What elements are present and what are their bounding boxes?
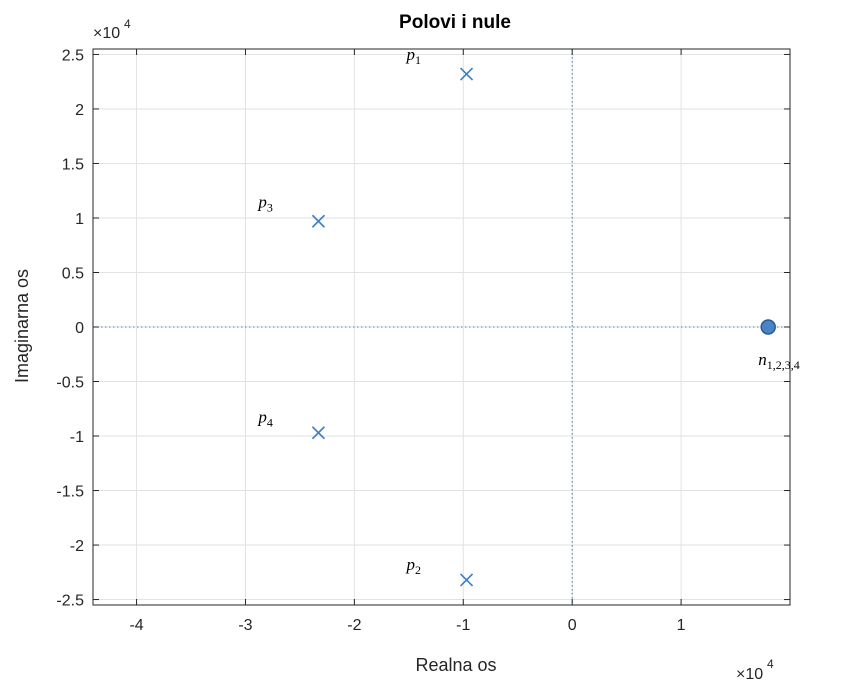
y-tick-label: -0.5: [56, 375, 84, 392]
pole-label: p3: [257, 192, 273, 214]
y-axis-label: Imaginarna os: [12, 269, 32, 383]
pole-marker-stroke: [459, 67, 474, 81]
y-tick-label: 1.5: [62, 156, 84, 173]
zero-label: n1,2,3,4: [758, 350, 800, 372]
x-exponent: ×10 4: [736, 657, 774, 681]
x-exponent-power: 4: [767, 657, 774, 671]
x-tick-label: -1: [456, 617, 470, 634]
ticks: -4 -3 -2 -1 0 1 2.5 2 1.5 1 0.5 0 -0.5 -1 -1.5 -2 -2.5: [56, 47, 790, 634]
pole-marker-stroke: [311, 426, 326, 440]
x-tick-label: 0: [568, 617, 577, 634]
pole-marker: [459, 67, 474, 81]
x-tick-label: -3: [238, 617, 252, 634]
data-marks: p1 p2 p3 p4 n1,2,3,4: [257, 45, 800, 587]
pole-marker: [311, 214, 326, 228]
pole-label: p1: [406, 45, 422, 67]
pole-label: p2: [406, 555, 422, 577]
y-exponent: ×10 4: [93, 17, 131, 42]
x-tick-label: -2: [347, 617, 361, 634]
y-tick-label: -2: [70, 538, 84, 555]
dotted-axes: [93, 49, 790, 605]
zero-marker: [760, 319, 776, 335]
y-tick-label: -1: [70, 429, 84, 446]
y-tick-label: 2.5: [62, 47, 84, 64]
y-tick-label: 0.5: [62, 265, 84, 282]
y-tick-label: 2: [75, 102, 84, 119]
y-exponent-base: ×10: [93, 25, 120, 42]
pole-marker: [311, 426, 326, 440]
pole-marker-stroke: [459, 573, 474, 587]
pole-label: p4: [257, 408, 273, 430]
pole-marker: [459, 573, 474, 587]
x-exponent-base: ×10: [736, 666, 763, 681]
y-exponent-power: 4: [124, 17, 131, 31]
x-tick-label: 1: [677, 617, 686, 634]
chart-title: Polovi i nule: [399, 12, 511, 33]
y-tick-label: 0: [75, 320, 84, 337]
x-axis-label: Realna os: [415, 655, 496, 675]
x-tick-label: -4: [129, 617, 143, 634]
y-tick-label: -2.5: [56, 593, 84, 610]
y-tick-label: 1: [75, 211, 84, 228]
y-tick-label: -1.5: [56, 484, 84, 501]
pole-marker-stroke: [311, 214, 326, 228]
